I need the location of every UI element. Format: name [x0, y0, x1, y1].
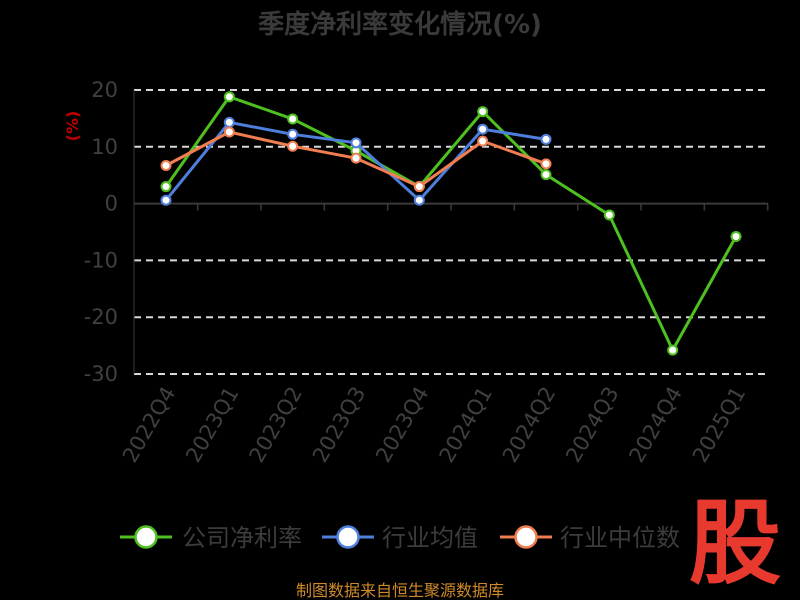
series-0-point — [160, 181, 172, 193]
legend-swatch-marker-2 — [514, 525, 538, 549]
series-1-point — [413, 194, 425, 206]
x-tick-label: 2025Q1 — [688, 383, 750, 467]
source-note: 制图数据来自恒生聚源数据库 — [296, 581, 504, 600]
legend-swatch-marker-1 — [336, 525, 360, 549]
series-1-point — [477, 123, 489, 135]
series-1-point — [350, 137, 362, 149]
x-tick-label: 2024Q2 — [498, 383, 560, 467]
legend-label-2: 行业中位数 — [560, 524, 680, 552]
legend-swatch-marker-0 — [134, 525, 158, 549]
y-tick-label: 20 — [91, 78, 118, 102]
series-0-point — [540, 169, 552, 181]
series-layer — [160, 91, 742, 356]
y-tick-label: -30 — [84, 362, 118, 386]
y-tick-label: 10 — [91, 135, 118, 159]
y-tick-label: -20 — [84, 305, 118, 329]
series-1-point — [287, 128, 299, 140]
series-2-point — [287, 140, 299, 152]
x-tick-label: 2023Q3 — [308, 383, 370, 467]
series-2-point — [540, 158, 552, 170]
legend-label-0: 公司净利率 — [182, 524, 302, 552]
y-tick-label: -10 — [84, 248, 118, 272]
series-0-point — [730, 231, 742, 243]
series-2-point — [413, 181, 425, 193]
series-0-point — [477, 106, 489, 118]
x-tick-label: 2023Q1 — [181, 383, 243, 467]
series-0-point — [223, 91, 235, 103]
series-2-point — [477, 135, 489, 147]
y-axis-label: (%) — [63, 111, 82, 142]
x-tick-label: 2024Q1 — [435, 382, 497, 466]
series-2-point — [160, 160, 172, 172]
legend: 公司净利率 行业均值 行业中位数 — [120, 524, 680, 552]
series-0-point — [287, 113, 299, 125]
series-line-0 — [164, 95, 738, 352]
series-0-point — [667, 344, 679, 356]
x-tick-label: 2022Q4 — [118, 383, 180, 467]
series-1-point — [540, 133, 552, 145]
logo: 股 — [689, 490, 781, 597]
series-1-point — [160, 194, 172, 206]
x-tick-label: 2023Q2 — [245, 383, 307, 467]
series-2-point — [223, 126, 235, 138]
series-1-point — [223, 116, 235, 128]
x-tick-label: 2024Q3 — [561, 383, 623, 467]
legend-label-1: 行业均值 — [382, 524, 478, 552]
series-2-point — [350, 152, 362, 164]
x-tick-label: 2024Q4 — [625, 383, 687, 467]
chart-title: 季度净利率变化情况(%) — [258, 9, 542, 40]
x-tick-label: 2023Q4 — [371, 383, 433, 467]
series-0-point — [603, 209, 615, 221]
y-tick-label: 0 — [105, 192, 118, 216]
